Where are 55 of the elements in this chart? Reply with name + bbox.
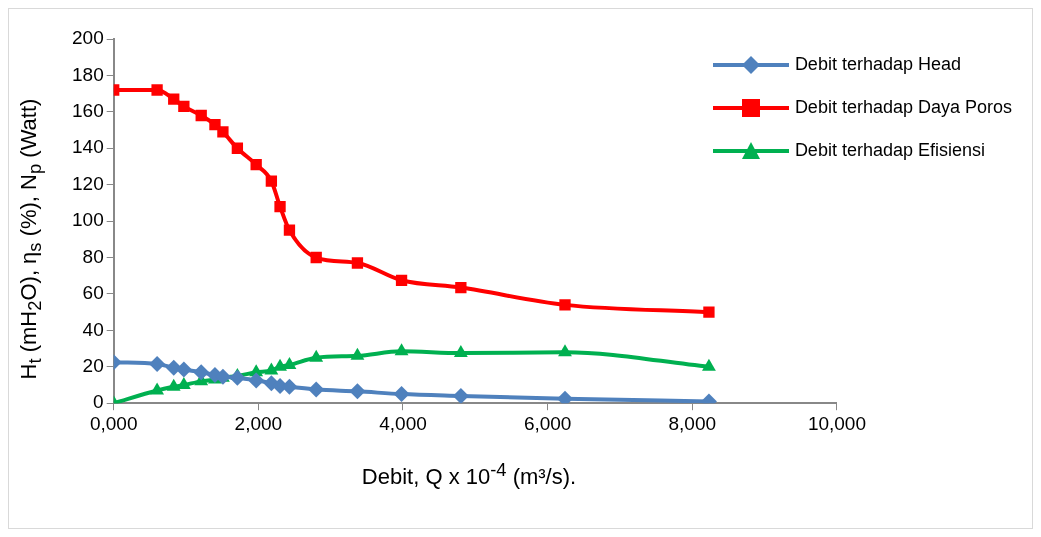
point <box>394 343 409 356</box>
point <box>308 381 325 398</box>
x-tick-label: 8,000 <box>668 412 717 434</box>
y-tick-label: 160 <box>72 100 104 122</box>
point <box>350 347 365 360</box>
point <box>217 126 229 138</box>
y-tick-label: 200 <box>72 27 104 49</box>
point <box>395 274 408 286</box>
point <box>248 372 265 389</box>
point <box>558 344 572 357</box>
x-tick-label: 0,000 <box>89 412 138 434</box>
point <box>455 281 467 294</box>
y-tick-label: 40 <box>82 318 104 340</box>
point <box>265 175 278 187</box>
x-tick-label: 2,000 <box>234 412 283 434</box>
point <box>168 93 180 105</box>
point <box>178 100 190 113</box>
point <box>149 356 166 373</box>
y-tick-label: 20 <box>82 355 104 377</box>
point <box>351 257 364 269</box>
x-tick-label: 4,000 <box>379 412 427 434</box>
y-tick-label: 80 <box>82 245 104 267</box>
y-tick-label: 0 <box>93 391 104 413</box>
point <box>151 84 163 96</box>
point <box>166 378 181 391</box>
point <box>452 387 469 404</box>
point <box>193 364 210 381</box>
legend-label: Debit terhadap Daya Poros <box>794 97 1012 118</box>
y-tick-label: 140 <box>72 136 104 158</box>
legend-label: Debit terhadap Efisiensi <box>794 140 985 161</box>
point <box>195 109 207 122</box>
point <box>274 200 286 213</box>
x-tick-label: 10,000 <box>807 412 867 434</box>
point <box>283 224 296 236</box>
point <box>349 383 366 400</box>
point <box>702 358 716 371</box>
y-tick-label: 100 <box>72 209 104 231</box>
point <box>557 390 573 404</box>
y-tick-label: 180 <box>72 63 104 85</box>
point <box>703 306 715 318</box>
point <box>559 299 571 311</box>
point <box>310 251 322 264</box>
y-tick-label: 60 <box>82 282 104 304</box>
x-tick-label: 6,000 <box>523 412 572 434</box>
point <box>229 369 246 386</box>
point <box>231 142 244 154</box>
point <box>453 345 468 358</box>
point <box>273 358 287 371</box>
y-tick-label: 120 <box>72 172 104 194</box>
legend-label: Debit terhadap Head <box>794 54 961 75</box>
point <box>393 386 410 403</box>
point <box>150 382 165 395</box>
point <box>309 349 324 362</box>
x-axis-title: Debit, Q x 10$^{-4}$ (m³/s). <box>360 459 578 491</box>
point <box>250 158 262 171</box>
